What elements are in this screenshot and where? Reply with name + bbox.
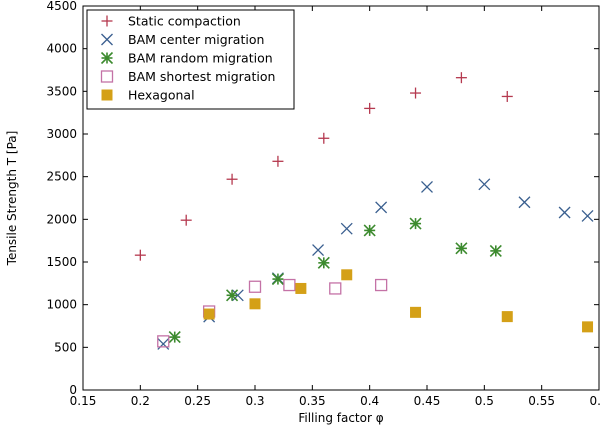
y-tick-label: 3500	[46, 84, 77, 98]
point-hexagonal	[203, 308, 215, 320]
point-hexagonal	[249, 298, 261, 310]
point-static-compaction	[272, 155, 284, 167]
point-static-compaction	[364, 102, 376, 114]
point-bam-random-migration	[168, 331, 181, 344]
y-tick-label: 2500	[46, 170, 77, 184]
x-tick-label: 0.15	[70, 394, 97, 408]
point-bam-random-migration	[271, 273, 284, 286]
y-tick-label: 4000	[46, 42, 77, 56]
plot-frame	[82, 5, 600, 391]
point-hexagonal	[341, 269, 353, 281]
legend-box	[86, 9, 295, 110]
point-bam-center-migration	[231, 289, 244, 302]
legend-label: Hexagonal	[128, 88, 195, 103]
point-bam-shortest-migration	[283, 278, 296, 292]
point-static-compaction	[455, 72, 467, 84]
legend-marker-bam-center-migration	[101, 33, 113, 46]
point-bam-shortest-migration	[248, 280, 262, 293]
point-static-compaction	[134, 249, 146, 261]
point-bam-center-migration	[558, 206, 571, 219]
point-static-compaction	[226, 173, 238, 185]
legend-label: BAM center migration	[128, 32, 264, 47]
legend: Static compaction BAM center migration BAM…	[86, 9, 295, 110]
y-tick-label: 0	[69, 383, 77, 397]
legend-marker-hexagonal	[101, 89, 113, 101]
point-static-compaction	[180, 214, 192, 226]
point-bam-random-migration	[226, 289, 239, 302]
x-tick-label: 0.25	[184, 394, 211, 408]
x-tick-label: 0.4	[360, 394, 379, 408]
x-tick-label: 0.2	[131, 394, 150, 408]
point-hexagonal	[295, 282, 307, 294]
point-bam-random-migration	[317, 256, 330, 269]
x-tick-label: 0.5	[475, 394, 494, 408]
data-marks	[134, 72, 594, 350]
point-bam-random-migration	[409, 217, 422, 230]
point-hexagonal	[410, 306, 422, 318]
y-tick-label: 4500	[46, 0, 77, 13]
point-bam-center-migration	[375, 201, 388, 214]
point-bam-center-migration	[518, 196, 531, 209]
y-tick-label: 1500	[46, 255, 77, 269]
point-bam-center-migration	[312, 244, 325, 257]
point-bam-shortest-migration	[329, 282, 342, 295]
y-tick-label: 3000	[46, 127, 77, 141]
y-tick-label: 2000	[46, 212, 77, 226]
y-tick-label: 500	[54, 340, 77, 354]
point-bam-random-migration	[455, 242, 468, 255]
legend-marker-static-compaction	[101, 15, 113, 27]
point-hexagonal	[582, 321, 594, 333]
x-tick-label: 0.3	[245, 394, 264, 408]
point-bam-shortest-migration	[157, 335, 170, 348]
point-bam-center-migration	[478, 178, 491, 191]
point-bam-center-migration	[421, 180, 433, 193]
point-bam-random-migration	[363, 224, 376, 237]
x-tick-label: 0.45	[414, 394, 441, 408]
x-axis-title: Filling factor φ	[298, 411, 383, 425]
point-bam-center-migration	[340, 222, 353, 235]
legend-label: Static compaction	[128, 14, 241, 29]
point-bam-random-migration	[489, 244, 502, 257]
legend-label: BAM random migration	[128, 51, 273, 66]
point-bam-center-migration	[157, 337, 170, 350]
x-tick-label: 0.35	[299, 394, 326, 408]
point-bam-center-migration	[581, 209, 594, 222]
point-static-compaction	[501, 90, 513, 102]
point-bam-shortest-migration	[374, 278, 388, 292]
y-axis-title: Tensile Strength T [Pa]	[5, 131, 19, 267]
legend-marker-bam-random-migration	[100, 51, 114, 65]
legend-label: BAM shortest migration	[128, 69, 275, 84]
point-hexagonal	[501, 311, 513, 323]
point-static-compaction	[410, 87, 422, 99]
x-tick-label: 0.55	[528, 394, 555, 408]
point-static-compaction	[318, 132, 330, 144]
y-tick-label: 1000	[46, 298, 77, 312]
legend-marker-bam-shortest-migration	[100, 70, 114, 83]
axes: 0.15 0.2 0.25 0.3 0.35 0.4 0.45 0.5 0.55 0.6 0 500 1…	[46, 0, 600, 408]
x-tick-label: 0.6	[589, 394, 600, 408]
